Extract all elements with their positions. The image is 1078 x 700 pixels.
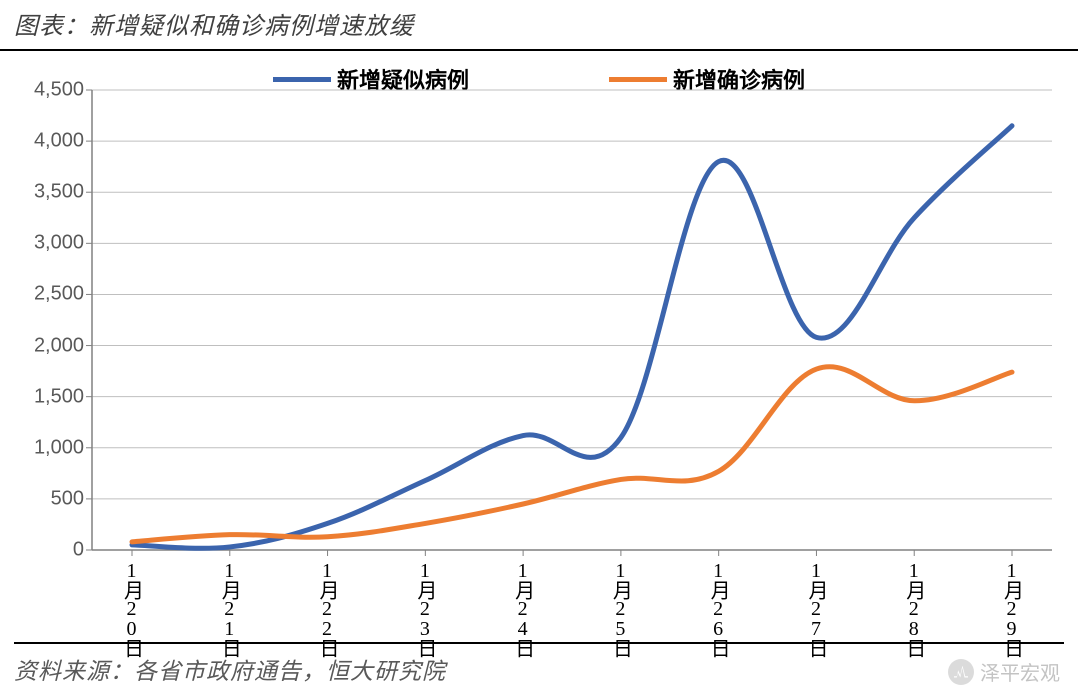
chart-svg (92, 90, 1052, 550)
watermark: 泽平宏观 (948, 657, 1060, 686)
y-tick-label: 0 (73, 539, 84, 562)
y-tick-label: 2,000 (34, 334, 84, 357)
y-tick-label: 1,000 (34, 436, 84, 459)
y-tick-label: 2,500 (34, 283, 84, 306)
source-line: 资料来源：各省市政府通告，恒大研究院 (14, 642, 1064, 686)
legend-swatch-confirmed (609, 77, 667, 82)
y-tick-label: 500 (51, 487, 84, 510)
series-line (132, 126, 1012, 549)
y-tick-label: 4,000 (34, 130, 84, 153)
y-tick-label: 3,500 (34, 181, 84, 204)
plot-area: 05001,0001,5002,0002,5003,0003,5004,0004… (92, 90, 1052, 550)
legend-swatch-suspected (273, 77, 331, 82)
y-tick-label: 1,500 (34, 385, 84, 408)
wechat-icon (948, 659, 974, 685)
chart-container: 图表：新增疑似和确诊病例增速放缓 新增疑似病例 新增确诊病例 05001,000… (0, 0, 1078, 700)
y-tick-label: 3,000 (34, 232, 84, 255)
chart-title: 图表：新增疑似和确诊病例增速放缓 (0, 0, 1078, 51)
y-tick-label: 4,500 (34, 79, 84, 102)
watermark-text: 泽平宏观 (980, 657, 1060, 686)
